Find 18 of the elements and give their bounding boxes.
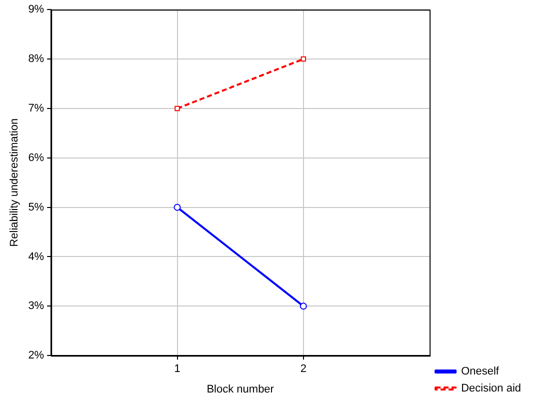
x-tick-label: 1 (174, 363, 180, 376)
y-tick-label: 3% (28, 300, 44, 312)
x-tick-label: 2 (300, 363, 306, 376)
y-tick-label: 9% (28, 4, 44, 16)
y-tick-label: 4% (28, 250, 44, 263)
y-tick-label: 5% (28, 201, 44, 214)
legend-label: Oneself (461, 366, 500, 378)
point (300, 302, 307, 310)
y-tick-label: 7% (28, 102, 44, 114)
legend-label: Decision aid (461, 382, 521, 395)
point (300, 56, 306, 62)
y-tick-label: 8% (28, 53, 44, 66)
y-tick-label: 2% (28, 350, 44, 362)
y-axis-title: Reliability underestimation (8, 118, 21, 247)
point (174, 106, 180, 112)
y-tick-label: 6% (28, 152, 44, 164)
x-axis-title: Block number (206, 383, 274, 396)
point (174, 204, 181, 211)
